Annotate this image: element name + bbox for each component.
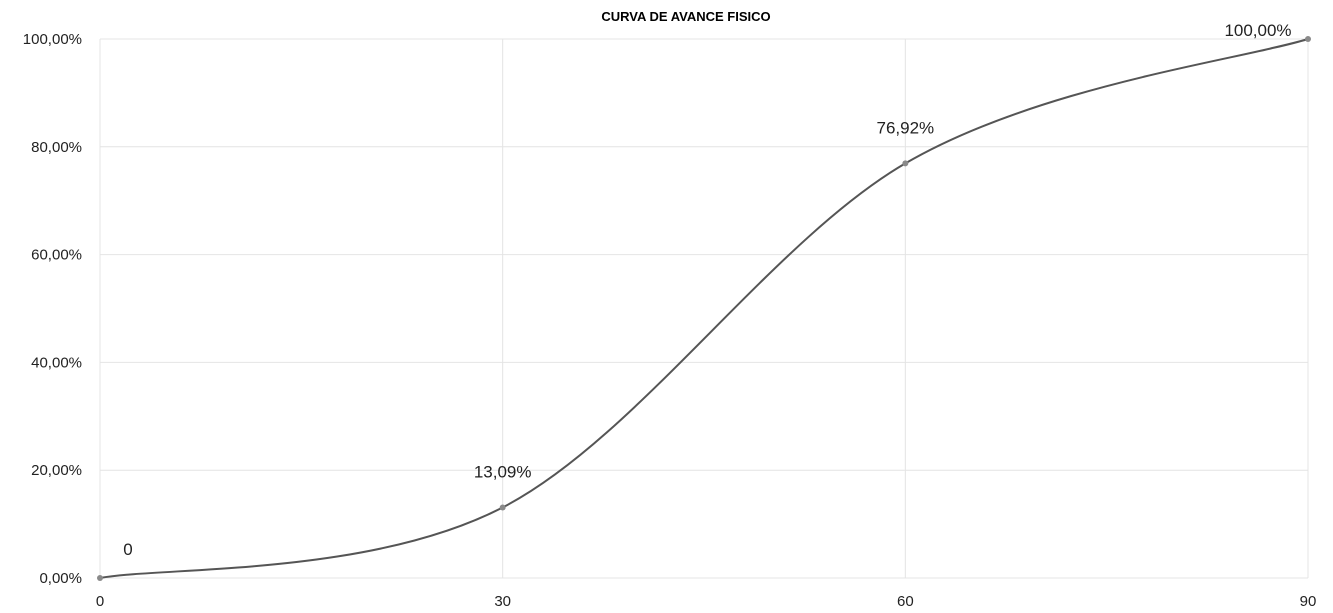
data-label: 13,09% — [474, 462, 532, 481]
series-line — [99, 38, 1309, 579]
data-labels: 0 13,09% 76,92% 100,00% — [123, 21, 1291, 559]
y-tick-label: 60,00% — [31, 247, 82, 264]
y-tick-label: 40,00% — [31, 354, 82, 371]
x-tick-label: 0 — [96, 593, 104, 610]
y-tick-label: 0,00% — [39, 570, 82, 587]
y-axis-tick-labels: 0,00% 20,00% 40,00% 60,00% 80,00% 100,00% — [23, 31, 82, 587]
chart-title: CURVA DE AVANCE FISICO — [601, 9, 770, 24]
data-point — [1305, 36, 1311, 42]
data-label: 100,00% — [1224, 21, 1291, 40]
series-layer — [97, 36, 1311, 581]
x-tick-label: 60 — [897, 593, 914, 610]
y-tick-label: 80,00% — [31, 139, 82, 156]
y-tick-label: 100,00% — [23, 31, 82, 48]
x-tick-label: 90 — [1300, 593, 1317, 610]
data-point — [499, 504, 506, 511]
x-axis-tick-labels: 0 30 60 90 — [96, 593, 1317, 610]
gridlines — [99, 38, 1309, 579]
data-label: 0 — [123, 540, 132, 559]
y-tick-label: 20,00% — [31, 462, 82, 479]
x-tick-label: 30 — [494, 593, 511, 610]
data-point — [902, 160, 909, 167]
data-label: 76,92% — [876, 118, 934, 137]
data-point — [97, 575, 103, 581]
